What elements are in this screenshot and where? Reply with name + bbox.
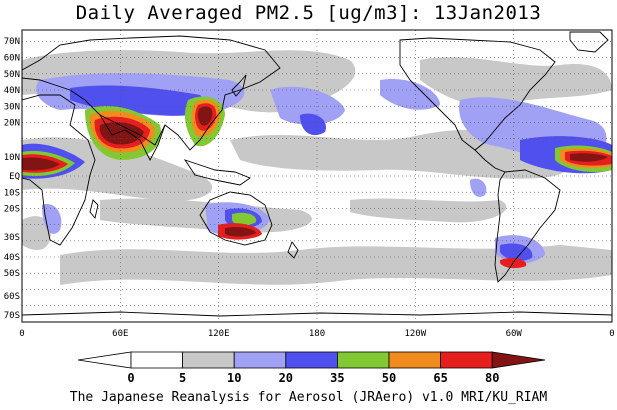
coastline-south-america: [494, 169, 561, 283]
graticule: [22, 30, 612, 322]
colorbar-box-5-10: [182, 351, 235, 369]
lon-label: 180: [309, 329, 325, 339]
coastline-antarctica: [22, 311, 612, 317]
lat-label: 10S: [4, 189, 20, 199]
colorbar-box-50-65: [388, 351, 441, 369]
lat-label: 30S: [4, 233, 20, 243]
latitude-labels: 70N 60N 50N 40N 30N 20N 10N EQ 10S 20S 3…: [4, 37, 20, 321]
colorbar-tick-label: 0: [127, 371, 134, 385]
colorbar-tick-label: 5: [179, 371, 186, 385]
lon-label: 120E: [208, 329, 230, 339]
colorbar-box-0-5: [130, 351, 183, 369]
coastline-new-zealand: [287, 241, 299, 259]
coastline-central-america: [474, 149, 506, 173]
contour-band-over-80: [22, 106, 608, 237]
coastline-japan: [231, 74, 247, 97]
lat-label: 40N: [4, 86, 20, 96]
coastline-africa: [22, 94, 96, 246]
pm25-concentration-field: [22, 31, 612, 317]
coastline-greenland: [569, 31, 609, 53]
lat-label: 10N: [4, 153, 20, 163]
colorbar-tick-label: 10: [227, 371, 241, 385]
colorbar-box-35-50: [336, 351, 390, 369]
coastline-eurasia: [22, 35, 281, 151]
coastlines: [22, 31, 612, 317]
map-panel: [21, 29, 613, 323]
colorbar-over-triangle: [491, 351, 546, 369]
longitude-labels: 0 60E 120E 180 120W 60W 0: [19, 329, 614, 339]
footer-credit: The Japanese Reanalysis for Aerosol (JRA…: [69, 390, 548, 405]
colorbar-box-20-35: [285, 351, 338, 369]
lon-label: 60W: [506, 329, 523, 339]
map-title: Daily Averaged PM2.5 [ug/m3]: 13Jan2013: [75, 2, 542, 24]
lat-label: 70N: [4, 37, 20, 47]
colorbar-tick-label: 20: [279, 371, 293, 385]
lat-label: 40S: [4, 253, 20, 263]
lon-label: 120W: [404, 329, 426, 339]
coastline-southeast-asia: [183, 159, 251, 186]
lat-label: 20S: [4, 205, 20, 215]
colorbar-tick-label: 35: [330, 371, 344, 385]
lat-label: EQ: [9, 172, 20, 182]
lat-label: 50N: [4, 70, 20, 80]
colorbar-under-triangle: [77, 351, 132, 369]
coastline-india: [99, 114, 166, 161]
colorbar-box-65-80: [440, 351, 493, 369]
coastline-australia: [199, 191, 273, 246]
colorbar-tick-label: 65: [433, 371, 447, 385]
colorbar-tick-label: 80: [485, 371, 499, 385]
map-frame: [21, 29, 613, 323]
lat-label: 20N: [4, 119, 20, 129]
colorbar-tick-label: 50: [382, 371, 396, 385]
lat-label: 50S: [4, 269, 20, 279]
lat-label: 70S: [4, 311, 20, 321]
lon-label: 60E: [112, 329, 128, 339]
colorbar: 0 5 10 20 35 50 65 80: [77, 351, 546, 385]
colorbar-box-10-20: [233, 351, 287, 369]
lon-label: 0: [609, 329, 614, 339]
lat-label: 60S: [4, 292, 20, 302]
lon-label: 0: [19, 329, 24, 339]
lat-label: 30N: [4, 103, 20, 113]
coastline-madagascar: [89, 199, 99, 219]
lat-label: 60N: [4, 54, 20, 64]
coastline-north-america: [399, 37, 556, 151]
